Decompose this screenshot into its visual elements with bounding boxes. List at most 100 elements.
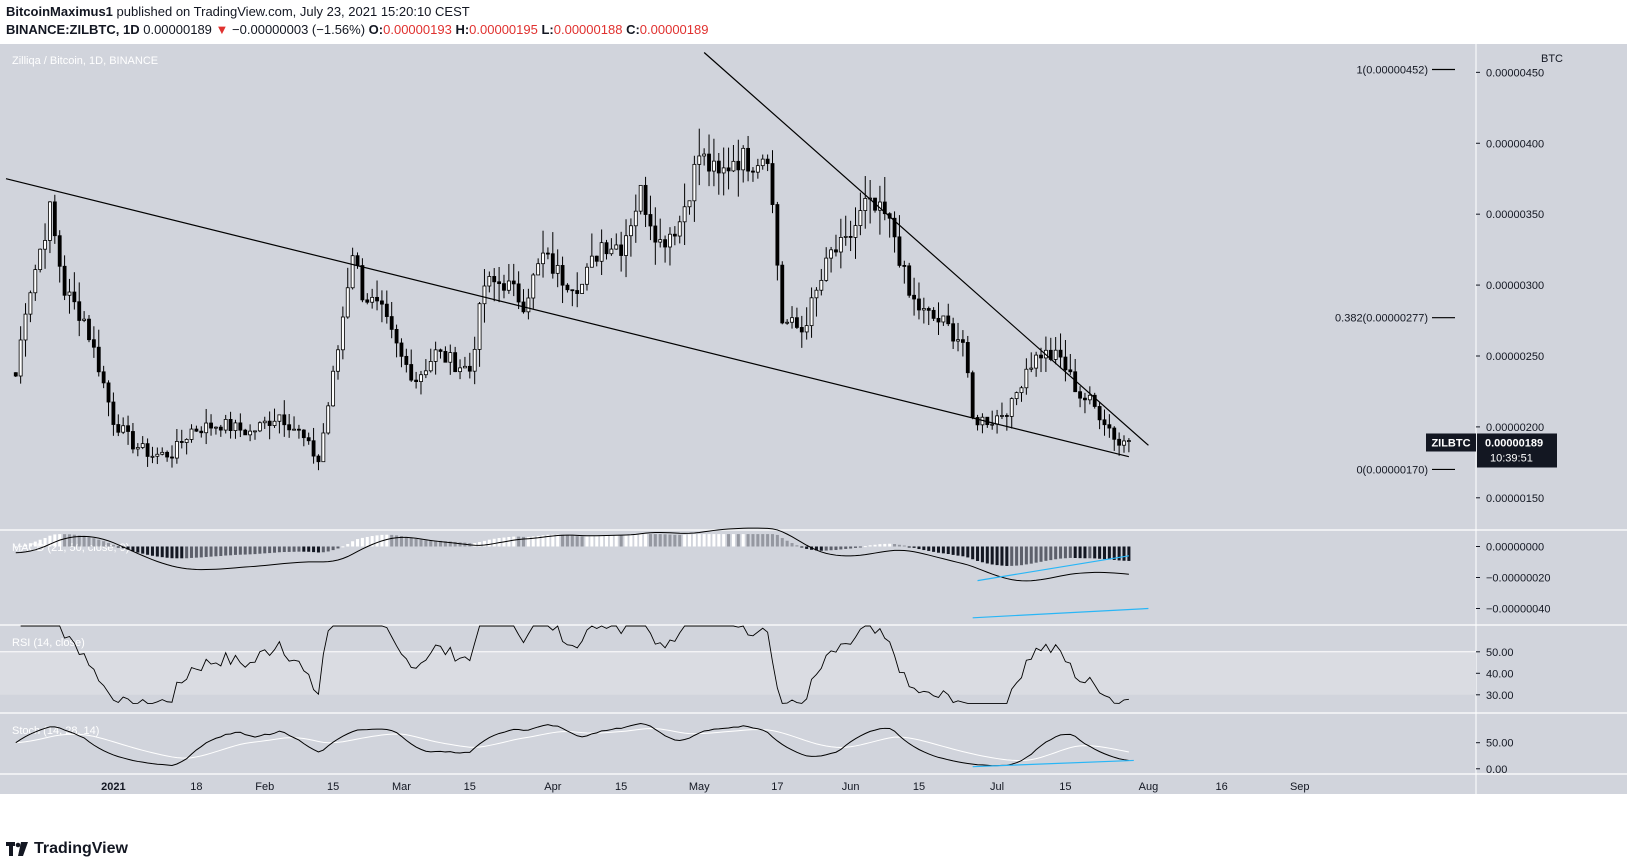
macd-bar	[28, 543, 32, 547]
macd-bar	[878, 544, 882, 547]
candle	[463, 356, 467, 369]
candle	[121, 417, 126, 435]
price-chart[interactable]: 2021 18 Feb 15 Mar 15 Apr 15 May 17 Jun 15 Jul 15 Aug 1…	[0, 44, 1627, 834]
x-tick-label: 15	[464, 781, 476, 793]
macd-bar	[233, 546, 237, 555]
candle-body	[780, 264, 785, 324]
macd-bar	[297, 546, 301, 552]
macd-tick-label: −0.00000020	[1486, 573, 1551, 585]
macd-bar	[590, 536, 594, 547]
candle	[43, 223, 47, 269]
candle-body	[1024, 368, 1029, 389]
candle	[682, 183, 687, 246]
candle-body	[838, 237, 843, 253]
candle-body	[560, 265, 565, 286]
candle	[77, 282, 82, 337]
candle	[482, 269, 487, 323]
macd-bar	[190, 546, 194, 558]
candle-body	[384, 303, 389, 317]
candle	[692, 155, 697, 222]
candle	[1014, 391, 1019, 406]
candle-body	[101, 371, 106, 384]
candle	[72, 272, 77, 310]
macd-bar	[526, 536, 530, 547]
macd-bar	[33, 541, 37, 547]
candle	[1019, 385, 1024, 402]
candle	[726, 147, 731, 190]
macd-bar	[150, 546, 154, 556]
candle	[184, 438, 189, 455]
macd-bar	[629, 534, 633, 547]
candle-body	[1000, 415, 1004, 417]
macd-bar	[399, 536, 403, 547]
candle-body	[311, 440, 316, 457]
candle-body	[199, 430, 204, 434]
candle-body	[975, 417, 980, 426]
candle	[687, 200, 692, 215]
macd-bar	[580, 536, 584, 547]
candle-body	[956, 339, 960, 342]
candle	[834, 234, 838, 257]
candle-body	[262, 420, 267, 424]
macd-bar	[19, 545, 23, 547]
macd-bar	[282, 546, 286, 553]
candle-body	[1004, 415, 1009, 417]
candle	[672, 226, 677, 246]
macd-bar	[1049, 546, 1053, 561]
macd-bar	[780, 538, 784, 547]
candle-body	[326, 405, 331, 434]
candle-body	[663, 239, 668, 248]
candle	[609, 238, 614, 256]
candle	[794, 307, 799, 329]
macd-bar	[849, 546, 853, 549]
candle-body	[848, 235, 853, 238]
candle-body	[555, 265, 560, 274]
macd-bar	[888, 543, 892, 547]
candle	[619, 231, 624, 272]
candle-body	[1029, 367, 1034, 370]
candle-body	[448, 352, 453, 363]
candle-body	[428, 361, 433, 372]
macd-bar	[258, 546, 262, 554]
candle-body	[179, 441, 184, 443]
candle	[350, 247, 355, 290]
macd-bar	[92, 538, 96, 547]
candle-body	[253, 430, 257, 433]
candle-body	[585, 266, 589, 285]
macd-bar	[893, 543, 897, 547]
candle-body	[604, 242, 609, 255]
candle-body	[589, 255, 594, 268]
macd-bar	[238, 546, 242, 555]
candle	[57, 230, 62, 283]
candle-body	[917, 298, 921, 311]
macd-bar	[1034, 546, 1038, 563]
candle-body	[438, 349, 443, 352]
candle	[560, 256, 565, 304]
candle-body	[794, 317, 799, 328]
candle	[536, 258, 541, 276]
candle-body	[882, 201, 887, 215]
price-change: −0.00000003 (−1.56%)	[232, 22, 366, 37]
candle-body	[423, 370, 428, 376]
candle-body	[804, 325, 809, 333]
macd-bar	[1073, 546, 1077, 558]
candle-body	[638, 184, 643, 212]
candle-body	[267, 420, 272, 426]
candle	[199, 426, 204, 438]
candle	[238, 413, 243, 438]
high-label: H:	[455, 22, 470, 37]
candle	[1034, 351, 1039, 377]
macd-bar	[897, 544, 901, 547]
candle-body	[746, 147, 751, 172]
candle-body	[277, 414, 282, 422]
candle	[1083, 392, 1087, 414]
macd-bar	[990, 546, 994, 565]
author-name[interactable]: BitcoinMaximus1	[6, 4, 113, 19]
candle-body	[863, 198, 868, 211]
candle-body	[243, 429, 248, 436]
candle-body	[580, 283, 585, 294]
macd-bar	[912, 546, 916, 548]
macd-bar	[1117, 546, 1121, 561]
candle	[228, 411, 233, 439]
candle	[1058, 333, 1063, 369]
